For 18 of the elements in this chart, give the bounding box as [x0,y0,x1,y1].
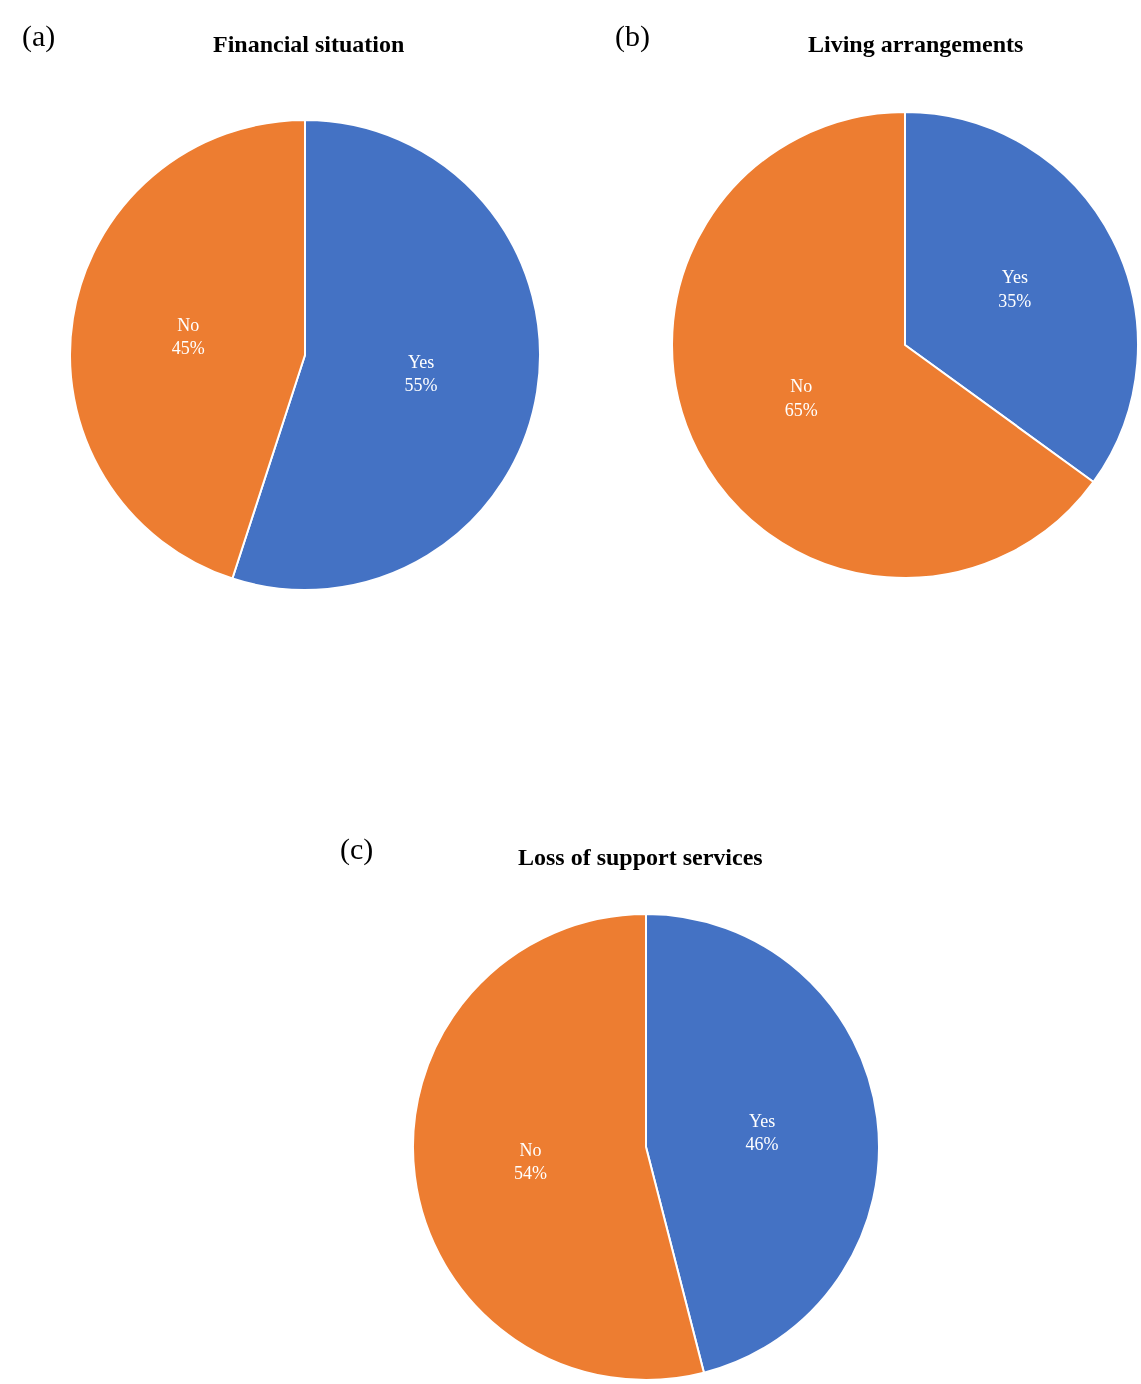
slice-label: No [177,314,200,335]
chart-title: Living arrangements [808,31,1024,57]
data-label: 35% [998,290,1032,311]
slice-label: No [519,1139,542,1160]
data-label: 54% [513,1163,547,1184]
slice-label: No [790,376,813,397]
text: (a) [22,19,56,53]
text: (b) [615,19,650,53]
slice-label: Yes [748,1110,776,1131]
chart-title: Financial situation [213,31,405,57]
data-label: 65% [784,399,818,420]
text: (c) [340,832,374,866]
slice-label: Yes [407,351,435,372]
slice-label: Yes [1001,267,1028,288]
data-label: 45% [171,338,205,359]
data-label: 46% [745,1134,779,1155]
chart-title: Loss of support services [518,844,763,870]
data-label: 55% [404,375,438,396]
